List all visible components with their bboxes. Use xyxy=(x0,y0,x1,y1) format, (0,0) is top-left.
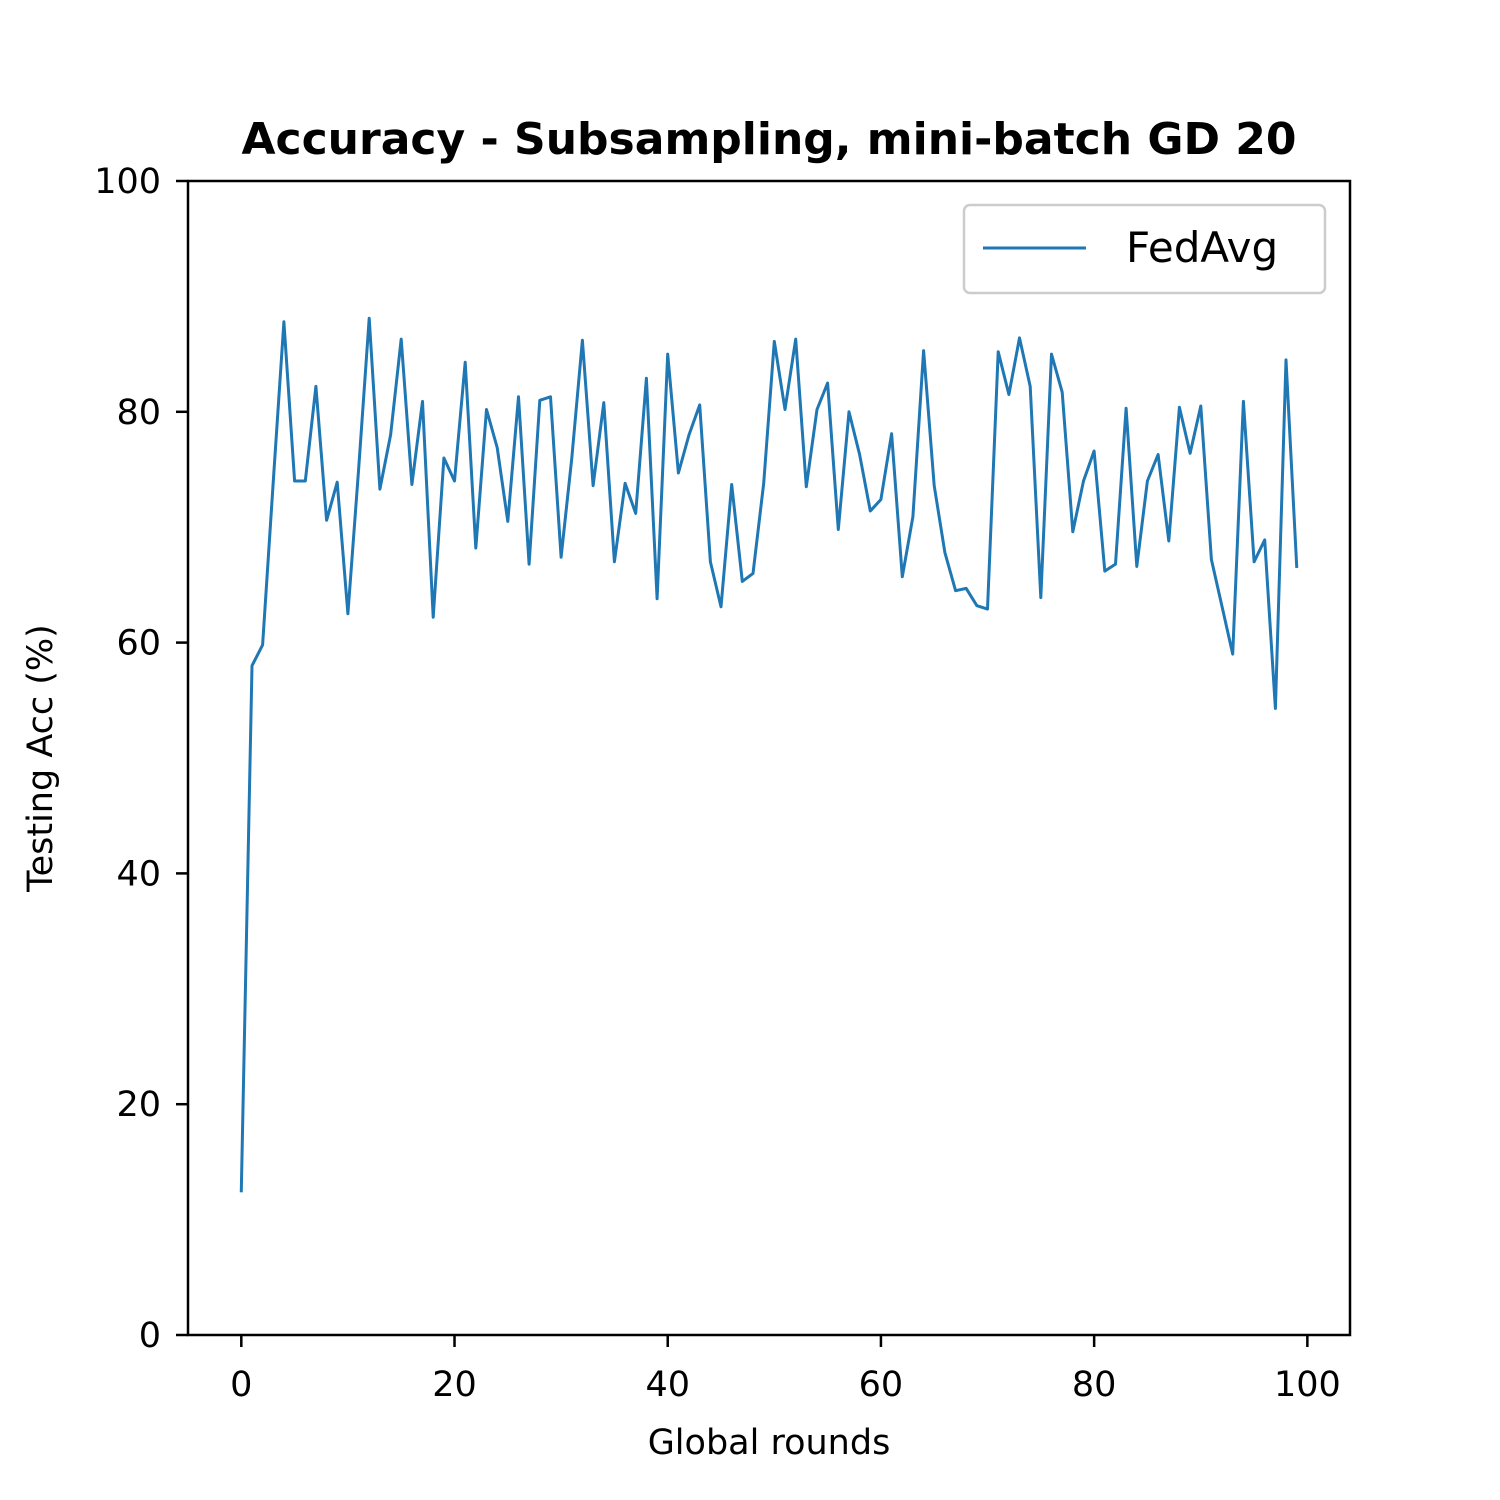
x-tick-label-80: 80 xyxy=(1072,1365,1117,1405)
chart-title: Accuracy - Subsampling, mini-batch GD 20 xyxy=(241,114,1296,165)
series-line-fedavg xyxy=(239,316,1299,1193)
legend-box xyxy=(962,203,1327,295)
x-tick-label-60: 60 xyxy=(859,1365,904,1405)
y-tick-label-20: 20 xyxy=(116,1085,161,1125)
y-axis-label: Testing Acc (%) xyxy=(21,624,61,893)
x-tick-label-0: 0 xyxy=(230,1365,252,1405)
x-tick-label-100: 100 xyxy=(1274,1365,1341,1405)
legend: FedAvg xyxy=(962,203,1327,295)
y-tick-label-40: 40 xyxy=(116,854,161,894)
x-axis: 0 20 40 60 80 100 xyxy=(230,1335,1341,1405)
x-tick-label-40: 40 xyxy=(645,1365,690,1405)
axes-frame xyxy=(186,179,1352,1337)
y-tick-label-60: 60 xyxy=(116,624,161,664)
y-axis: 0 20 40 60 80 100 xyxy=(94,162,188,1356)
x-tick-label-20: 20 xyxy=(432,1365,477,1405)
y-tick-label-80: 80 xyxy=(116,393,161,433)
y-tick-label-0: 0 xyxy=(139,1316,161,1356)
plot-area xyxy=(239,316,1299,1193)
legend-label-fedavg: FedAvg xyxy=(1126,223,1278,272)
x-axis-label: Global rounds xyxy=(648,1423,891,1463)
y-tick-label-100: 100 xyxy=(94,162,161,202)
